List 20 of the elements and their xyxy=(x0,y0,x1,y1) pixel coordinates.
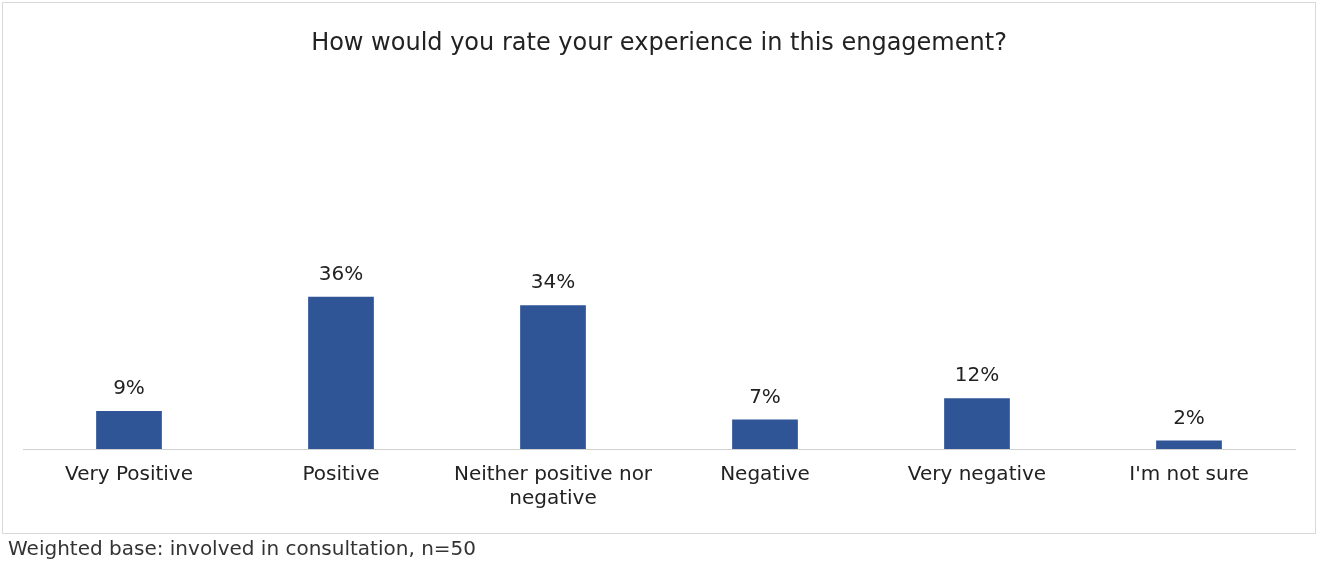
bar xyxy=(96,410,162,449)
x-tick-label: Very negative xyxy=(907,461,1047,486)
data-label: 7% xyxy=(749,383,781,408)
text: Weighted base: involved in consultation, n=50 xyxy=(8,536,477,560)
x-tick-label: Neither positive nor negative xyxy=(453,461,653,510)
x-tick-label: Positive xyxy=(302,461,380,486)
bar xyxy=(520,305,586,449)
bar xyxy=(1156,440,1222,449)
x-tick-label: Very Positive xyxy=(65,461,193,486)
x-tick-label: I'm not sure xyxy=(1129,461,1249,486)
data-label: 36% xyxy=(318,260,364,285)
bar xyxy=(732,419,798,449)
bar xyxy=(944,398,1010,449)
chart-title: How would you rate your experience in this engagement? xyxy=(311,27,1007,56)
data-label: 9% xyxy=(113,375,145,400)
data-label: 34% xyxy=(530,269,576,294)
bar xyxy=(308,296,374,449)
data-label: 12% xyxy=(954,362,1000,387)
data-label: 2% xyxy=(1173,404,1205,429)
x-tick-label: Negative xyxy=(720,461,810,486)
